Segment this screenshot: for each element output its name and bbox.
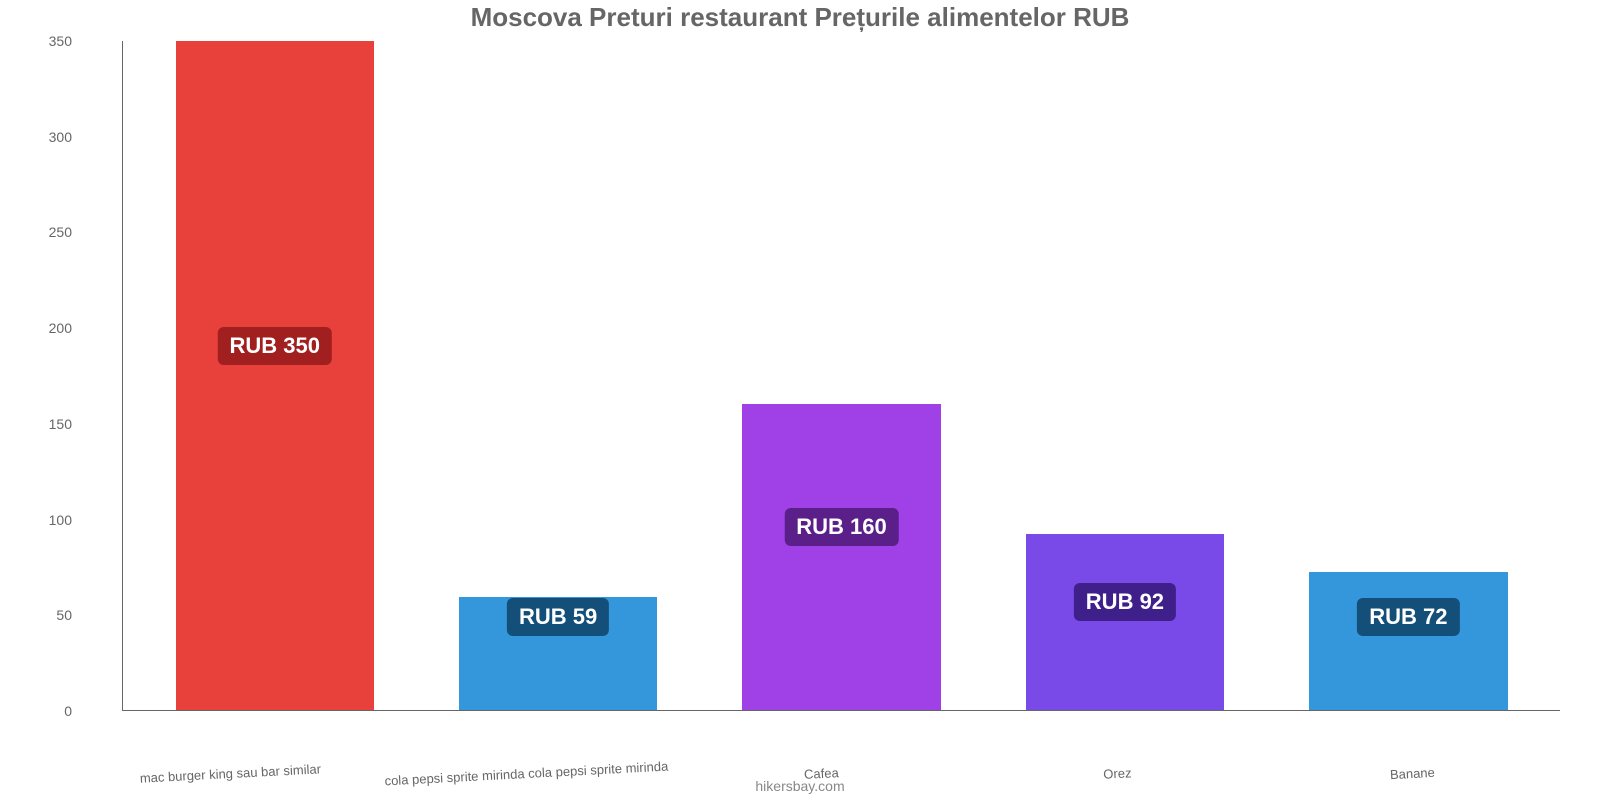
bars-group: RUB 350 RUB 59 RUB 160 RUB 92 RUB 72 <box>123 41 1560 710</box>
bar: RUB 92 <box>1026 534 1224 710</box>
bar-value-label: RUB 72 <box>1357 598 1459 636</box>
plot-area: RUB 350 RUB 59 RUB 160 RUB 92 RUB 72 <box>122 41 1560 711</box>
bar: RUB 72 <box>1309 572 1507 710</box>
y-axis: 050100150200250300350 <box>80 41 120 711</box>
bar: RUB 160 <box>742 404 940 710</box>
chart-title: Moscova Preturi restaurant Prețurile ali… <box>40 2 1560 33</box>
y-tick: 150 <box>32 416 72 432</box>
bar: RUB 350 <box>176 41 374 710</box>
y-tick: 250 <box>32 224 72 240</box>
bar-slot: RUB 72 <box>1267 41 1550 710</box>
plot: 050100150200250300350 RUB 350 RUB 59 RUB 1… <box>80 41 1560 711</box>
bar-slot: RUB 92 <box>983 41 1266 710</box>
y-tick: 200 <box>32 320 72 336</box>
bar-value-label: RUB 92 <box>1074 583 1176 621</box>
y-tick: 350 <box>32 33 72 49</box>
y-tick: 100 <box>32 512 72 528</box>
bar-value-label: RUB 59 <box>507 598 609 636</box>
bar-value-label: RUB 350 <box>217 327 331 365</box>
bar-value-label: RUB 160 <box>784 508 898 546</box>
bar-slot: RUB 350 <box>133 41 416 710</box>
credit-text: hikersbay.com <box>0 778 1600 794</box>
y-tick: 300 <box>32 129 72 145</box>
bar-slot: RUB 59 <box>416 41 699 710</box>
y-tick: 0 <box>32 703 72 719</box>
chart-container: Moscova Preturi restaurant Prețurile ali… <box>0 0 1600 800</box>
bar-slot: RUB 160 <box>700 41 983 710</box>
bar: RUB 59 <box>459 597 657 710</box>
y-tick: 50 <box>32 607 72 623</box>
